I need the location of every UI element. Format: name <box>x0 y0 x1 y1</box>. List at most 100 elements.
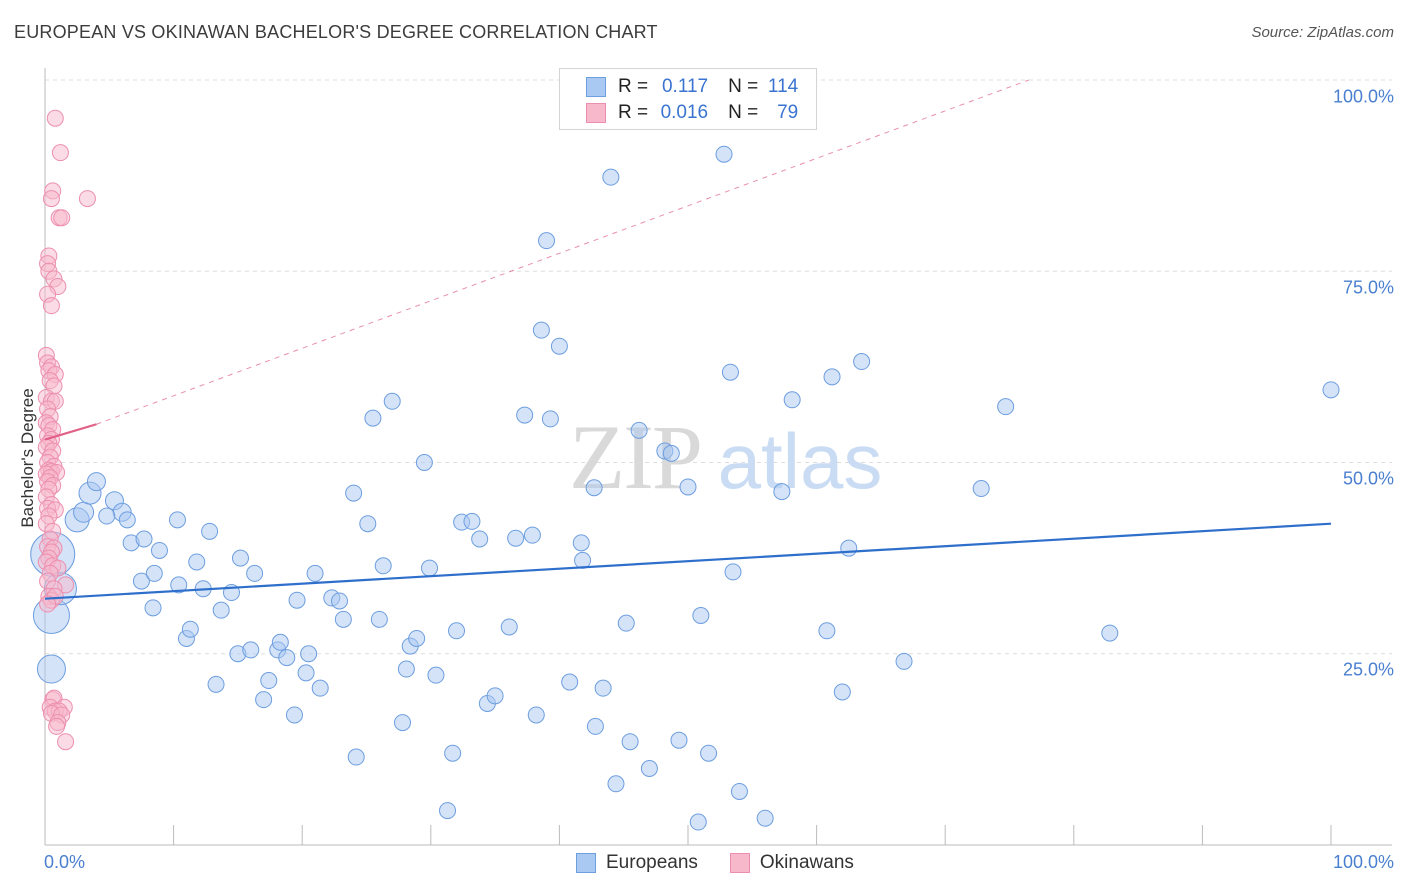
europeans-point <box>585 479 603 497</box>
europeans-point <box>594 679 612 697</box>
europeans-point <box>255 691 273 709</box>
europeans-point <box>246 564 264 582</box>
europeans-point <box>135 530 153 548</box>
europeans-point <box>679 478 697 496</box>
europeans-point <box>334 610 352 628</box>
n-label: N = <box>728 102 759 123</box>
europeans-point <box>397 660 415 678</box>
europeans-point <box>306 564 324 582</box>
europeans-point <box>394 714 412 732</box>
europeans-point <box>833 683 851 701</box>
europeans-point <box>773 483 791 501</box>
europeans-point <box>550 337 568 355</box>
europeans-point <box>692 607 710 624</box>
watermark-atlas: atlas <box>718 417 883 505</box>
europeans-point <box>415 454 433 471</box>
europeans-point <box>181 620 199 638</box>
europeans-point <box>640 760 658 777</box>
gridlines <box>45 79 1392 655</box>
europeans-point <box>118 511 136 529</box>
europeans-point <box>662 444 680 462</box>
europeans-point <box>1322 381 1340 399</box>
europeans-point <box>359 515 377 533</box>
europeans-point <box>278 649 296 667</box>
okinawans-point <box>78 190 96 208</box>
europeans-point <box>231 549 249 567</box>
okinawans-swatch <box>586 103 606 123</box>
europeans-point <box>724 563 742 581</box>
series-legend: Europeans Okinawans <box>576 852 886 874</box>
europeans-point <box>783 391 801 409</box>
europeans-point <box>168 511 186 529</box>
europeans-point <box>1101 624 1119 642</box>
europeans-point <box>345 484 363 502</box>
europeans-point <box>670 731 688 749</box>
legend-item-okinawans[interactable]: Okinawans <box>729 852 854 874</box>
europeans-point <box>439 802 457 820</box>
europeans-point <box>300 645 318 663</box>
n-label: N = <box>728 76 759 97</box>
europeans-point <box>144 599 162 617</box>
europeans-point <box>500 618 518 636</box>
trend-line-okinawans-extended <box>96 79 1029 425</box>
europeans-swatch <box>586 77 606 97</box>
okinawans-point <box>53 209 71 227</box>
europeans-point <box>132 572 150 590</box>
okinawans-point <box>42 190 60 208</box>
europeans-point <box>507 529 525 547</box>
r-label: R = <box>618 76 649 97</box>
okinawans-point <box>51 144 69 162</box>
y-tick-label-100: 100.0% <box>1332 86 1394 107</box>
europeans-point <box>997 398 1015 416</box>
y-tick-label-75: 75.0% <box>1342 277 1394 298</box>
europeans-point <box>86 472 106 492</box>
europeans-point <box>602 168 620 186</box>
europeans-point <box>523 526 541 544</box>
okinawans-point <box>42 297 60 315</box>
europeans-point <box>271 633 289 651</box>
y-tick-label-50: 50.0% <box>1342 468 1394 489</box>
europeans-point <box>383 392 401 410</box>
europeans-point <box>145 564 163 582</box>
legend-label-europeans: Europeans <box>606 852 698 873</box>
r-label: R = <box>618 102 649 123</box>
stats-legend-row-okinawans: R = 0.016 N = 79 <box>586 101 798 125</box>
europeans-point <box>374 557 392 575</box>
europeans-point <box>700 744 718 762</box>
europeans-point <box>756 809 774 827</box>
europeans-point <box>607 775 625 793</box>
n-value-europeans: 114 <box>767 76 799 97</box>
europeans-point <box>630 421 648 439</box>
europeans-point <box>572 534 590 552</box>
r-value-europeans: 0.117 <box>661 76 709 97</box>
europeans-point <box>538 232 556 250</box>
legend-label-okinawans: Okinawans <box>759 852 854 873</box>
europeans-point <box>188 553 206 571</box>
europeans-point <box>150 541 168 559</box>
europeans-point <box>297 664 315 682</box>
europeans-point <box>444 744 462 762</box>
europeans-point <box>421 559 439 577</box>
europeans-point <box>730 782 748 800</box>
okinawans-point <box>57 733 75 751</box>
europeans-point <box>288 591 306 609</box>
europeans-legend-swatch <box>576 853 596 873</box>
europeans-point <box>561 673 579 691</box>
europeans-point <box>212 601 230 619</box>
europeans-point <box>516 406 534 424</box>
europeans-point <box>689 813 707 831</box>
stats-legend-row-europeans: R = 0.117 N = 114 <box>586 75 798 99</box>
legend-item-europeans[interactable]: Europeans <box>576 852 698 874</box>
n-value-okinawans: 79 <box>777 102 799 123</box>
europeans-point <box>207 675 225 693</box>
okinawans-point <box>39 595 57 613</box>
europeans-point <box>330 592 348 610</box>
europeans-point <box>242 641 260 659</box>
europeans-point <box>853 353 871 371</box>
europeans-point <box>408 629 426 647</box>
europeans-point <box>972 480 990 498</box>
europeans-point <box>471 530 489 548</box>
x-tick-label-max: 100.0% <box>1332 852 1394 872</box>
source-note: Source: ZipAtlas.com <box>1251 24 1394 41</box>
europeans-point <box>260 672 278 690</box>
